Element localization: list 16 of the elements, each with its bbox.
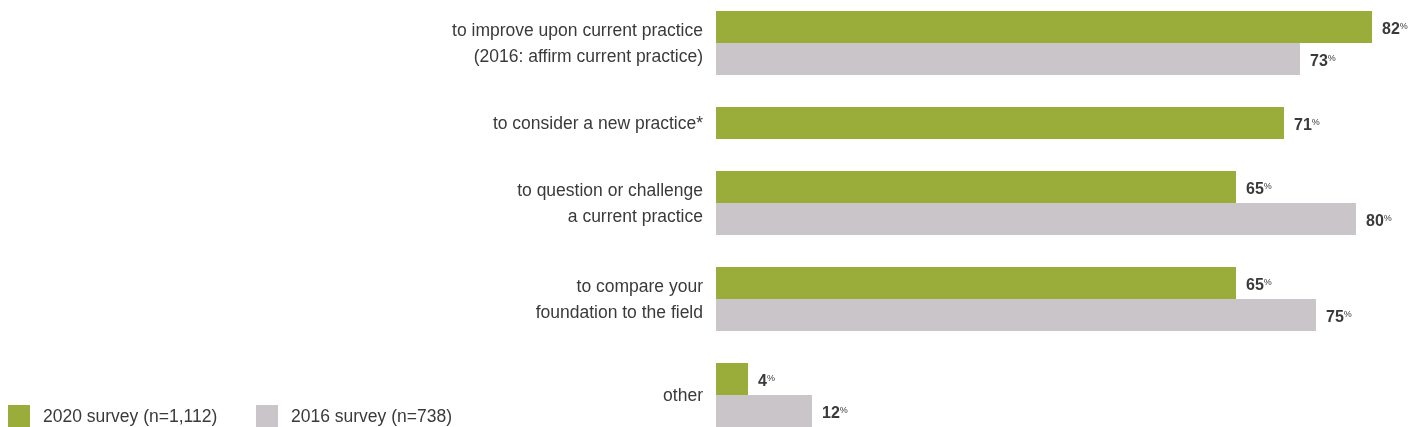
data-label: 75$^{%}$ bbox=[1326, 307, 1352, 325]
y-tick-label: to compare your foundation to the field bbox=[535, 276, 704, 323]
legend-label: 2020 survey (n=1,112) bbox=[43, 406, 218, 427]
y-tick-label: to consider a new practice* bbox=[492, 113, 704, 134]
y-tick-label: to improve upon current practice (2016: affirm current practice) bbox=[452, 20, 703, 67]
data-label: 65$^{%}$ bbox=[1246, 179, 1272, 197]
legend-label: 2016 survey (n=738) bbox=[291, 406, 453, 427]
data-label: 73$^{%}$ bbox=[1310, 51, 1336, 69]
data-label: 71$^{%}$ bbox=[1294, 115, 1320, 133]
y-tick-label: to question or challenge a current practice bbox=[517, 180, 703, 227]
data-label: 12$^{%}$ bbox=[822, 403, 848, 421]
data-label: 82$^{%}$ bbox=[1382, 19, 1408, 37]
y-tick-label: other bbox=[663, 385, 704, 406]
data-label: 80$^{%}$ bbox=[1366, 211, 1392, 229]
data-label: 4$^{%}$ bbox=[758, 371, 775, 389]
data-label: 65$^{%}$ bbox=[1246, 275, 1272, 293]
